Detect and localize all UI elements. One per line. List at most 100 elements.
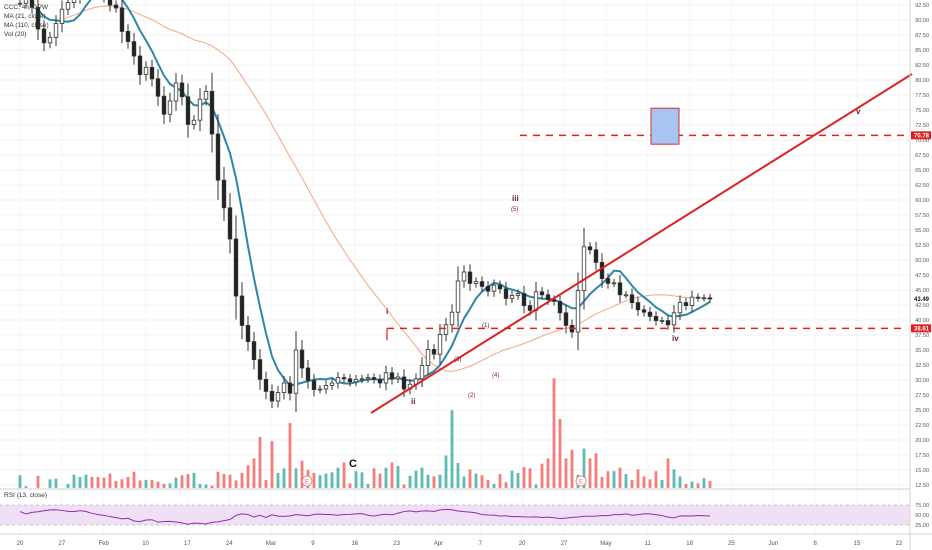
price-tick-label: 75.00 [915, 108, 929, 114]
volume-bar [18, 475, 22, 488]
candle-body [263, 378, 269, 392]
volume-bar [276, 472, 280, 488]
volume-bar [138, 480, 142, 488]
wave-label-iii: iii [512, 194, 519, 203]
time-tick-label: 24 [226, 541, 233, 547]
candle-body [545, 294, 551, 300]
subwave-label-3: (3) [454, 357, 461, 363]
volume-bar [666, 458, 670, 488]
candle-body [215, 133, 221, 181]
time-axis[interactable]: 20 27 Feb 10 17 24 Mar 9 16 23 Apr 7 20 27 May 11 18 25 Ju… [17, 541, 903, 547]
volume-bar [642, 476, 646, 488]
legend-ma-slow[interactable]: MA (110, close) [4, 22, 49, 29]
time-tick-label: 27 [561, 541, 568, 547]
candle-body [293, 349, 299, 394]
rsi-pane [0, 504, 910, 526]
price-tick-label: 57.50 [915, 213, 929, 219]
volume-bar [522, 467, 526, 488]
volume-bar [690, 481, 694, 488]
volume-bar [198, 483, 202, 488]
candle-body [521, 293, 527, 307]
candle-body [239, 295, 245, 326]
volume-bar [498, 474, 502, 488]
volume-bar [396, 465, 400, 488]
volume-bar [132, 471, 136, 488]
candle-body [149, 67, 155, 80]
volume-bar [102, 477, 106, 488]
candle-body [245, 324, 251, 342]
candle-body [665, 320, 671, 326]
candle-body [629, 294, 635, 303]
candle-body [173, 82, 179, 102]
price-tick-label: 30.00 [915, 378, 929, 384]
price-candles [17, 0, 713, 412]
candle-body [623, 294, 629, 297]
candle-body [257, 359, 263, 380]
candle-body [395, 376, 401, 380]
time-tick-label: 17 [184, 541, 191, 547]
wave-label-c: C [349, 458, 357, 470]
candle-body [125, 30, 131, 42]
candle-body [329, 382, 335, 386]
volume-bar [636, 469, 640, 488]
wave-label-v: v [856, 107, 861, 116]
earnings-badge[interactable] [301, 475, 313, 487]
rsi-band [0, 505, 910, 525]
candle-body [143, 67, 149, 76]
target-zone-box[interactable] [650, 107, 680, 145]
volume-bar [210, 485, 214, 488]
last-price-label: 43.49 [914, 297, 930, 303]
price-tick-label: 85.00 [915, 48, 929, 54]
volume-bar [360, 472, 364, 488]
rsi-legend[interactable]: RSI (13, close) [4, 492, 47, 499]
candle-body [233, 238, 239, 297]
legend-volume[interactable]: Vol (20) [4, 31, 27, 38]
volume-bar [546, 458, 550, 488]
volume-bar [162, 483, 166, 488]
volume-bar [48, 479, 52, 488]
price-tick-label: 72.50 [915, 123, 929, 129]
volume-bar [612, 471, 616, 488]
time-tick-label: 10 [142, 541, 149, 547]
candle-body [587, 246, 593, 251]
ma-110-line [55, 5, 711, 372]
volume-bar [258, 436, 262, 488]
candle-body [389, 372, 395, 380]
volume-bar [654, 471, 658, 488]
candle-body [305, 367, 311, 382]
time-tick-label: 15 [854, 541, 861, 547]
volume-bar [432, 476, 436, 488]
legend-symbol[interactable]: CCC, 4h, GPW [4, 4, 49, 11]
trendline[interactable] [370, 73, 913, 414]
volume-bar [402, 484, 406, 488]
volume-bar [624, 474, 628, 488]
candle-body [269, 390, 275, 402]
price-tick-label: 35.00 [915, 348, 929, 354]
volume-bar [36, 475, 40, 488]
volume-bar [510, 470, 514, 488]
candle-body [617, 282, 623, 296]
volume-bar [702, 478, 706, 488]
candle-body [689, 296, 695, 307]
volume-bar [342, 462, 346, 488]
candle-body [371, 377, 377, 380]
price-axis[interactable]: 92.50 90.00 87.50 85.00 82.50 80.00 77.50 75.00… [915, 3, 929, 489]
rsi-axis[interactable]: 75.00 50.00 25.00 [915, 503, 929, 529]
time-tick-label: 7 [479, 541, 483, 547]
price-markers: 43.49 70.78 38.61 [911, 131, 931, 333]
candle-body [359, 378, 365, 381]
candle-body [227, 207, 233, 240]
support-level-tag [911, 324, 931, 333]
volume-bar [444, 455, 448, 488]
legend-ma-fast[interactable]: MA (21, close) [4, 13, 46, 20]
candle-body [701, 297, 707, 300]
candle-body [113, 4, 119, 9]
subwave-label-4: (4) [492, 373, 499, 379]
volume-bar [372, 468, 376, 488]
volume-bar [570, 449, 574, 488]
earnings-badge[interactable] [575, 475, 587, 487]
volume-bar [504, 482, 508, 488]
volume-bar [228, 474, 232, 488]
candle-body [437, 333, 443, 355]
volume-bar [72, 474, 76, 488]
